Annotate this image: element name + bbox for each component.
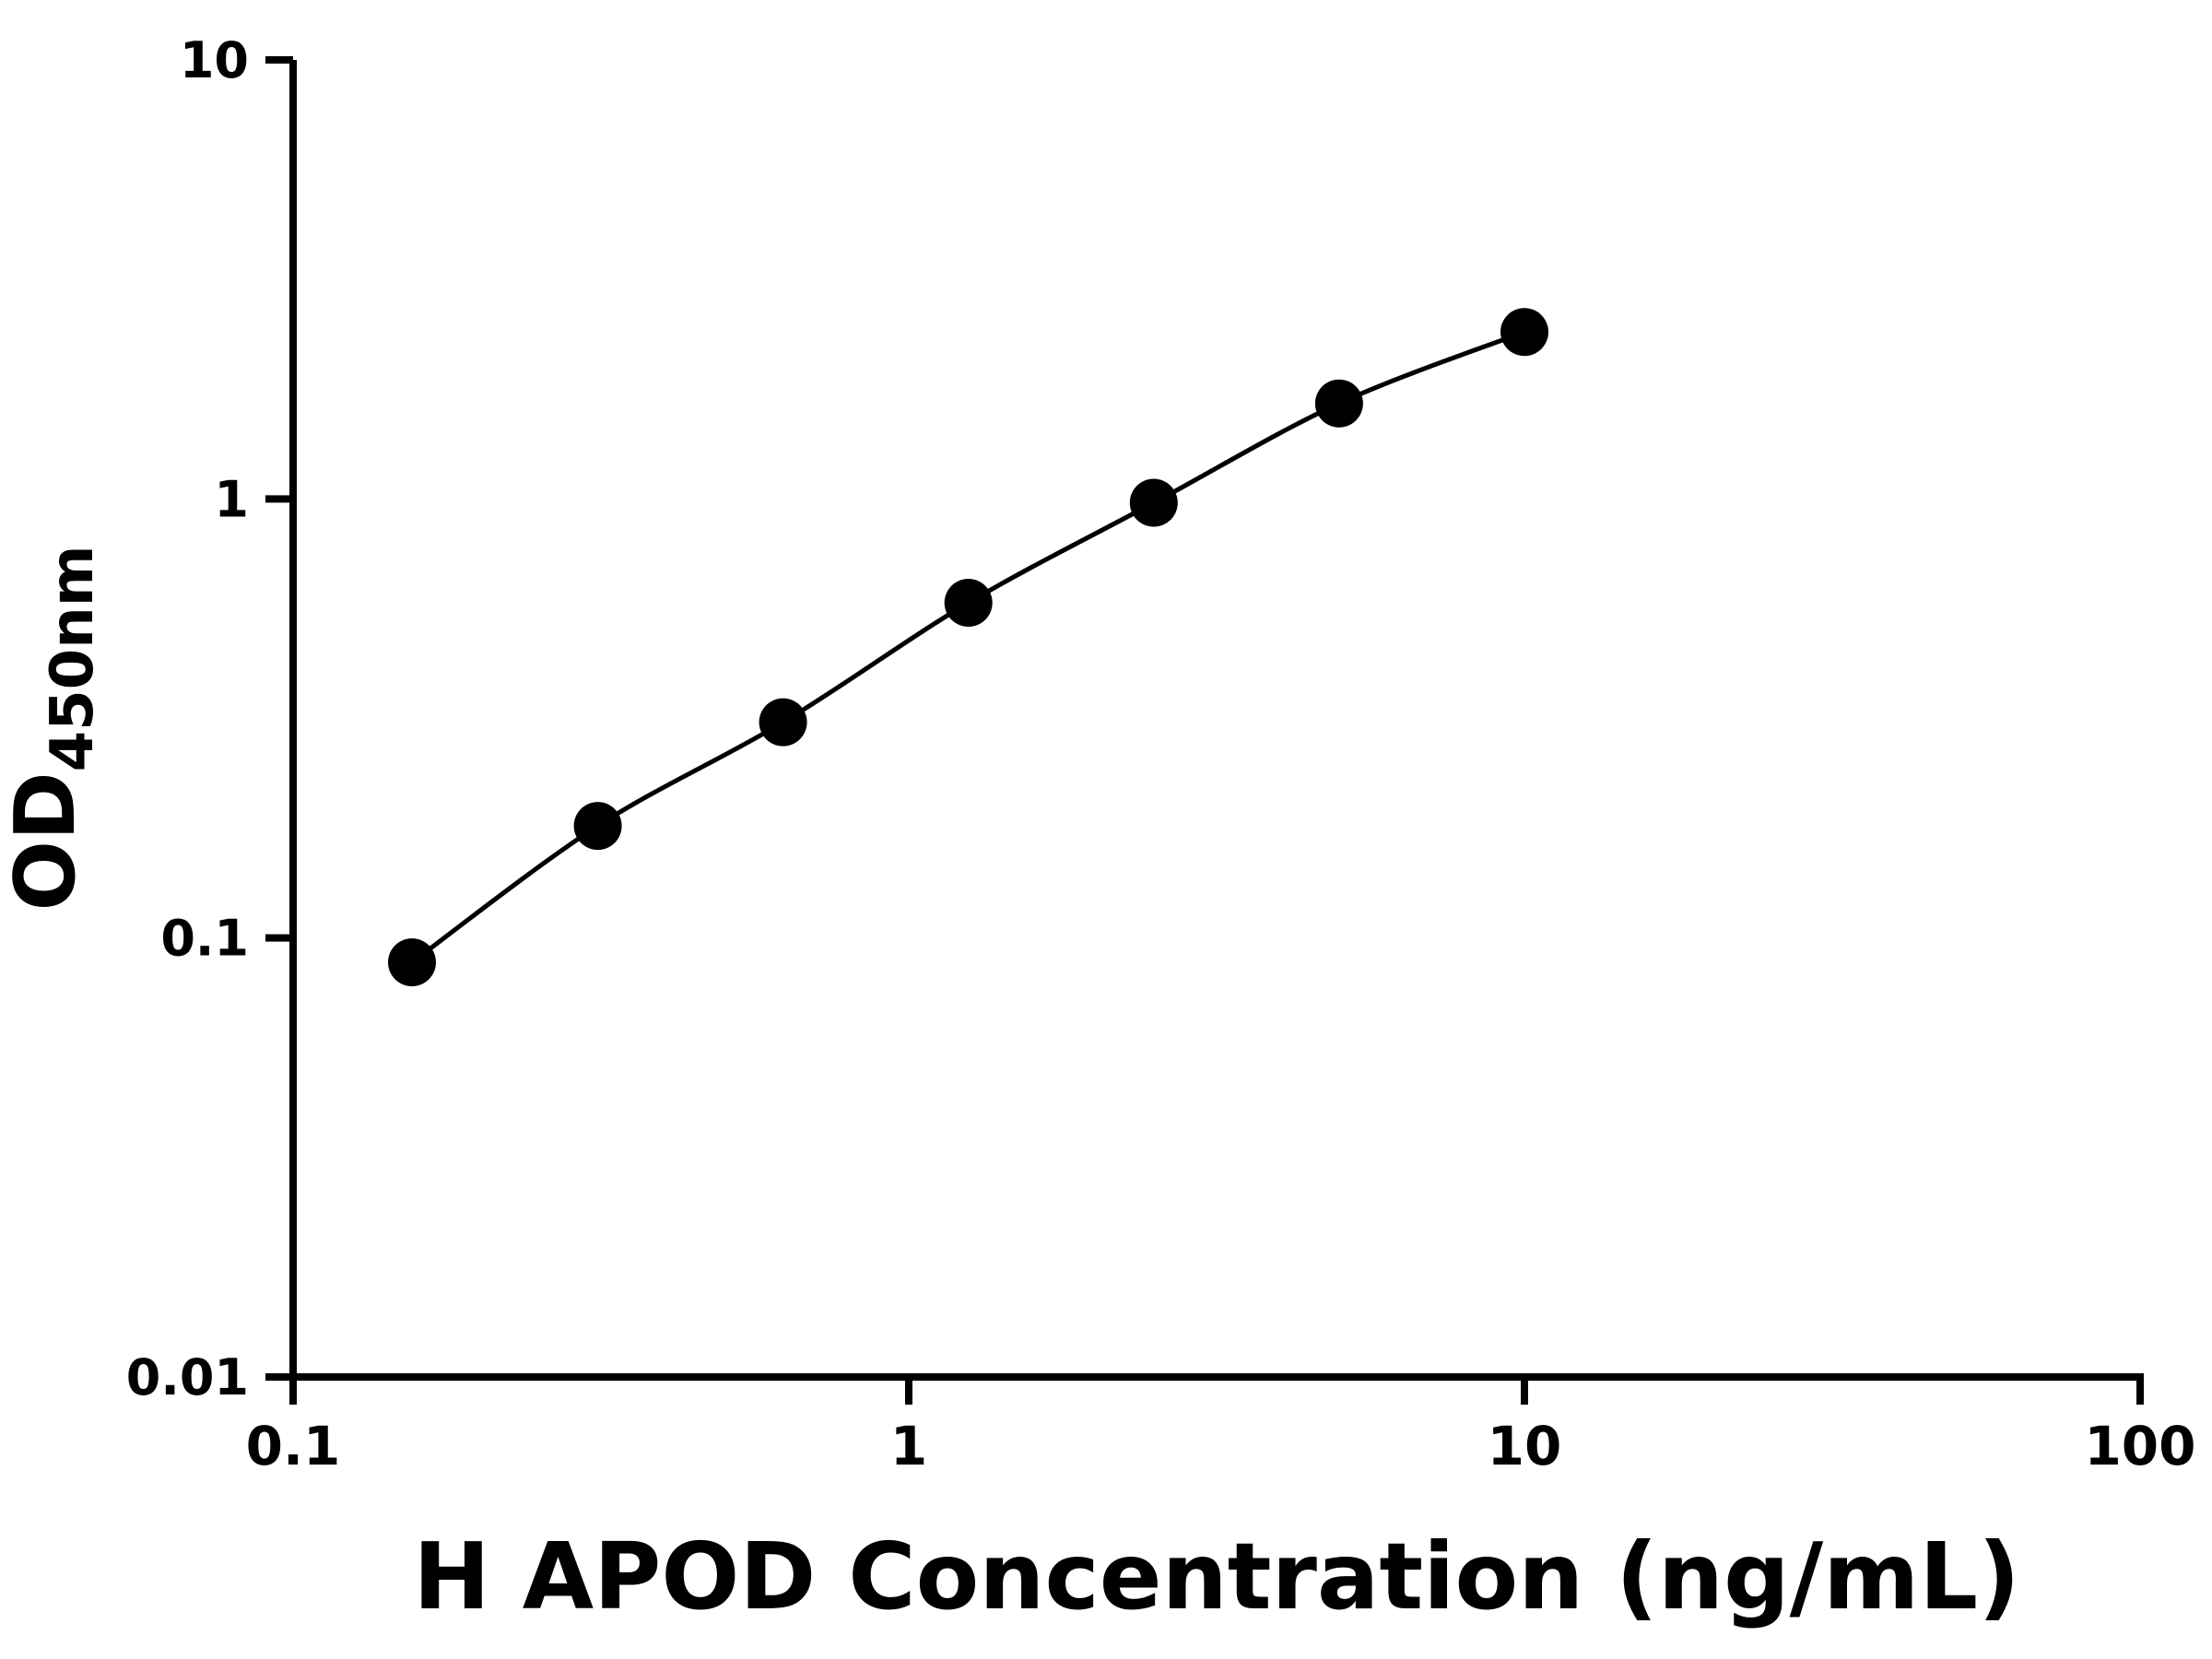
axes [265, 56, 2144, 1405]
data-point [1500, 308, 1548, 357]
x-tick-label: 10 [1488, 1415, 1562, 1477]
data-point [573, 802, 622, 851]
y-tick-label: 10 [180, 31, 249, 89]
x-tick-label: 0.1 [246, 1415, 341, 1477]
y-tick-label: 1 [214, 470, 249, 528]
x-tick-label: 1 [890, 1415, 927, 1477]
data-point [759, 698, 807, 747]
data-point [1314, 379, 1363, 428]
tick-labels: 0.1 1 10 100 0.01 0.1 1 10 [126, 31, 2196, 1477]
y-axis-title-main: OD [0, 771, 94, 911]
x-axis-title: H APOD Concentration (ng/mL) [413, 1523, 2020, 1630]
x-tick-label: 100 [2084, 1415, 2195, 1477]
data-point [1129, 478, 1178, 527]
data-point [388, 938, 436, 987]
y-axis-title: OD450nm [0, 545, 107, 911]
data-point [944, 579, 993, 627]
y-tick-label: 0.01 [126, 1348, 249, 1406]
y-tick-label: 0.1 [160, 910, 249, 968]
y-axis-title-subscript: 450nm [39, 545, 107, 771]
standard-curve-line [410, 329, 1525, 965]
data-series [388, 308, 1548, 987]
